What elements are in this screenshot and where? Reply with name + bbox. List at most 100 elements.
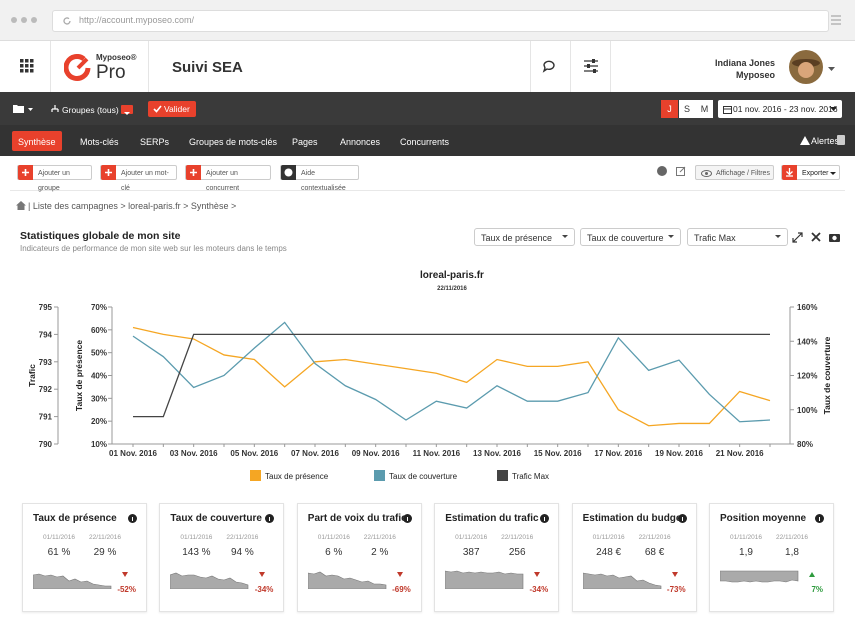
period-button[interactable]: M <box>696 100 713 118</box>
address-bar[interactable]: http://account.myposeo.com/ <box>52 10 829 32</box>
sparkline-area <box>720 570 799 583</box>
y-tick-label: 60% <box>91 326 107 335</box>
chart-subtitle: 22/11/2016 <box>437 286 467 292</box>
kpi-date-end: 22/11/2016 <box>363 534 396 541</box>
export-button[interactable]: Exporter <box>781 165 840 180</box>
nav-tab[interactable]: Concurrents <box>400 137 450 147</box>
action-button[interactable]: Ajouter un concurrent <box>185 165 271 192</box>
period-button[interactable]: S <box>678 100 696 118</box>
edit-icon[interactable] <box>676 166 686 176</box>
date-range-label: 01 nov. 2016 - 23 nov. 2016 <box>733 104 838 114</box>
kpi-date-end: 22/11/2016 <box>226 534 259 541</box>
date-range[interactable]: 01 nov. 2016 - 23 nov. 2016 <box>718 100 842 118</box>
kpi-end: 2 % <box>371 547 389 558</box>
kpi-title: Position moyenne <box>720 513 807 524</box>
groups-select[interactable]: Groupes (tous) <box>62 105 119 115</box>
alerts-badge <box>837 135 845 145</box>
x-tick-label: 13 Nov. 2016 <box>473 449 521 458</box>
nav-tab[interactable]: Mots-clés <box>80 137 119 147</box>
legend-swatch <box>497 470 508 481</box>
y-tick-label: 20% <box>91 417 107 426</box>
kpi-date-end: 22/11/2016 <box>775 534 809 541</box>
x-tick-label: 05 Nov. 2016 <box>230 449 278 458</box>
action-button[interactable]: Aide contextualisée <box>280 165 359 192</box>
y-tick-label: 40% <box>91 372 107 381</box>
trend-triangle <box>671 572 678 577</box>
y-tick-label: 160% <box>797 303 817 312</box>
kpi-info[interactable] <box>128 514 137 523</box>
legend-label[interactable]: Taux de couverture <box>389 472 458 481</box>
kpi-end: 68 € <box>644 547 665 558</box>
axis-label: Taux de couverture <box>822 336 832 414</box>
kpi-date-start: 01/11/2016 <box>729 534 763 541</box>
display-filters-button[interactable]: Affichage / Filtres <box>695 165 774 180</box>
nav-tab[interactable]: Groupes de mots-clés <box>189 137 278 147</box>
nav-tab[interactable]: Synthèse <box>18 137 56 147</box>
folder-icon[interactable] <box>13 104 35 114</box>
home-icon[interactable] <box>16 201 26 210</box>
logo-icon <box>64 54 91 81</box>
chart: loreal-paris.fr 22/11/2016 10% 20% 30% 40% 5… <box>27 270 832 481</box>
kpi-title: Part de voix du trafic <box>307 513 407 524</box>
nav-tab[interactable]: Pages <box>292 137 318 147</box>
action-button[interactable]: Ajouter un mot-clé <box>100 165 177 192</box>
action-label: Ajouter un groupe <box>38 170 70 192</box>
y-tick-label: 792 <box>39 385 53 394</box>
divider <box>570 41 571 92</box>
logo-product: Pro <box>96 62 126 83</box>
settings-icon[interactable] <box>583 59 599 73</box>
nav-tab[interactable]: SERPs <box>140 137 170 147</box>
action-button[interactable]: Ajouter un groupe <box>17 165 92 192</box>
metric-select[interactable]: Taux de couverture <box>580 228 681 246</box>
kpi-end: 29 % <box>93 547 117 558</box>
validate-button[interactable]: Valider <box>148 101 196 117</box>
legend-swatch <box>250 470 261 481</box>
info-icon[interactable] <box>657 166 667 176</box>
groups-dropdown[interactable] <box>121 105 133 115</box>
kpi-change: -52% <box>117 585 136 594</box>
kpi-card: Part de voix du trafic 01/11/2016 22/11/20… <box>296 503 422 612</box>
separator <box>10 190 845 191</box>
nav-tab[interactable]: Annonces <box>340 137 381 147</box>
kpi-sparkline <box>582 572 661 589</box>
kpi-end: 256 <box>508 547 526 558</box>
y-tick-label: 80% <box>797 440 813 449</box>
divider <box>530 41 531 92</box>
sparkline-area <box>170 572 249 589</box>
user-caret[interactable] <box>828 67 836 72</box>
breadcrumb[interactable]: | Liste des campagnes > loreal-paris.fr … <box>28 201 237 211</box>
kpi-info[interactable] <box>540 514 550 523</box>
trend-triangle <box>259 572 266 577</box>
metric-select[interactable]: Trafic Max <box>687 228 788 246</box>
y-tick-label: 793 <box>39 358 53 367</box>
legend-label[interactable]: Taux de présence <box>265 472 329 481</box>
kpi-info[interactable] <box>402 514 412 523</box>
period-button[interactable]: J <box>661 100 678 118</box>
apps-icon[interactable] <box>20 59 34 73</box>
kpi-start: 61 % <box>47 547 71 558</box>
legend-swatch <box>374 470 385 481</box>
kpi-date-end: 22/11/2016 <box>88 534 122 541</box>
kpi-end: 1,8 <box>785 547 799 558</box>
kpi-date-end: 22/11/2016 <box>501 534 534 541</box>
chat-icon[interactable] <box>542 59 558 73</box>
kpi-info[interactable] <box>815 514 824 523</box>
menu-icon[interactable] <box>830 15 842 25</box>
kpi-start: 143 % <box>182 547 211 558</box>
validate-label: Valider <box>164 104 190 114</box>
metric-select[interactable]: Taux de présence <box>474 228 575 246</box>
y-tick-label: 70% <box>91 303 107 312</box>
avatar[interactable] <box>789 50 823 84</box>
action-icon <box>281 165 296 180</box>
action-icon <box>186 165 201 180</box>
kpi-info[interactable] <box>677 514 687 523</box>
kpi-info[interactable] <box>265 514 275 523</box>
chart-tools[interactable] <box>792 231 842 243</box>
kpi-start: 248 € <box>596 547 622 558</box>
kpi-change: -73% <box>666 585 686 594</box>
trend-triangle <box>809 572 815 577</box>
y-tick-label: 120% <box>797 372 817 381</box>
export-label: Exporter <box>802 170 829 177</box>
page-title: Suivi SEA <box>172 59 243 76</box>
legend-label[interactable]: Trafic Max <box>512 472 549 481</box>
